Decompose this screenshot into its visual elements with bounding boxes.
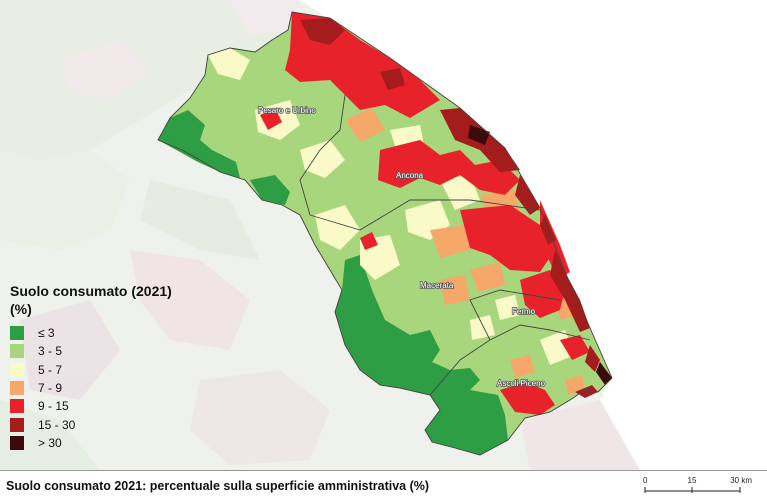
scale-bar: 0 15 30 km	[643, 476, 752, 493]
legend-item: 15 - 30	[10, 415, 210, 433]
legend-title: Suolo consumato (2021)	[10, 283, 172, 299]
choropleth-map[interactable]: Pesaro e Urbino Ancona Macerata Fermo As…	[0, 0, 767, 470]
legend-label: 7 - 9	[38, 381, 63, 396]
legend-swatch	[10, 326, 24, 341]
legend-item: 9 - 15	[10, 397, 210, 415]
scale-tick-15: 15	[688, 476, 697, 485]
legend-unit: (%)	[10, 301, 32, 317]
legend-item: ≤ 3	[10, 324, 210, 342]
province-boundaries	[157, 11, 613, 456]
scale-tick-0: 0	[643, 476, 648, 485]
legend-item: 3 - 5	[10, 342, 210, 360]
legend-swatch	[10, 344, 24, 359]
sea	[300, 0, 767, 470]
legend-swatch	[10, 435, 24, 450]
legend-label: 15 - 30	[38, 417, 76, 432]
legend-label: 5 - 7	[38, 362, 63, 377]
legend-label: ≤ 3	[38, 326, 55, 341]
legend: Suolo consumato (2021) (%) ≤ 3 3 - 5 5 - 7…	[10, 282, 210, 452]
place-label-macerata: Macerata	[420, 281, 454, 290]
legend-items: ≤ 3 3 - 5 5 - 7 7 - 9 9 - 15 15 - 30 > 30	[10, 324, 210, 452]
place-label-fermo: Fermo	[512, 307, 536, 316]
place-label-ascoli: Ascoli Piceno	[497, 379, 546, 388]
caption-bar: Suolo consumato 2021: percentuale sulla …	[0, 470, 767, 499]
faded-regions	[20, 180, 650, 470]
legend-label: 9 - 15	[38, 399, 69, 414]
map-caption: Suolo consumato 2021: percentuale sulla …	[6, 479, 430, 493]
class-le3-areas	[158, 110, 508, 455]
legend-item: 7 - 9	[10, 379, 210, 397]
place-label-pesaro: Pesaro e Urbino	[258, 106, 316, 115]
place-label-ancona: Ancona	[396, 171, 424, 180]
legend-swatch	[10, 381, 24, 396]
legend-label: 3 - 5	[38, 344, 63, 359]
legend-item: 5 - 7	[10, 361, 210, 379]
legend-swatch	[10, 362, 24, 377]
class-gt30-areas	[468, 125, 612, 385]
legend-item: > 30	[10, 434, 210, 452]
legend-swatch	[10, 399, 24, 414]
legend-label: > 30	[38, 435, 62, 450]
legend-swatch	[10, 417, 24, 432]
scale-tick-30: 30 km	[730, 476, 752, 485]
